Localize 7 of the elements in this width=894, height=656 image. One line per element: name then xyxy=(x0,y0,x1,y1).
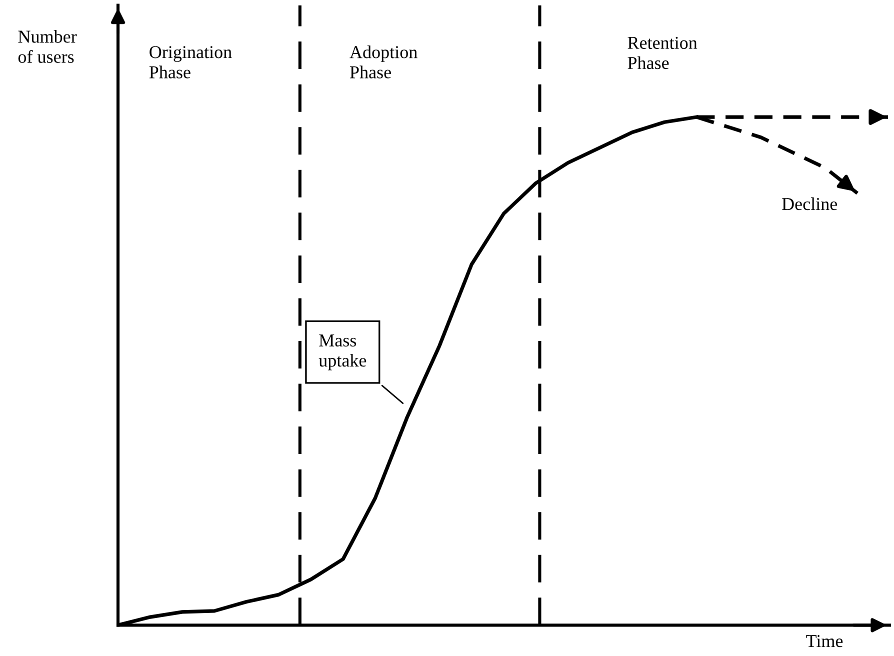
y-axis-title: Number of users xyxy=(18,30,77,63)
text: Adoption Phase xyxy=(350,46,418,78)
text: Retention Phase xyxy=(628,36,698,70)
annotation: Decline xyxy=(782,197,838,210)
text: Origination Phase xyxy=(149,46,232,78)
x-axis-title: Time xyxy=(806,635,843,648)
annotation: Mass uptake xyxy=(318,334,366,370)
